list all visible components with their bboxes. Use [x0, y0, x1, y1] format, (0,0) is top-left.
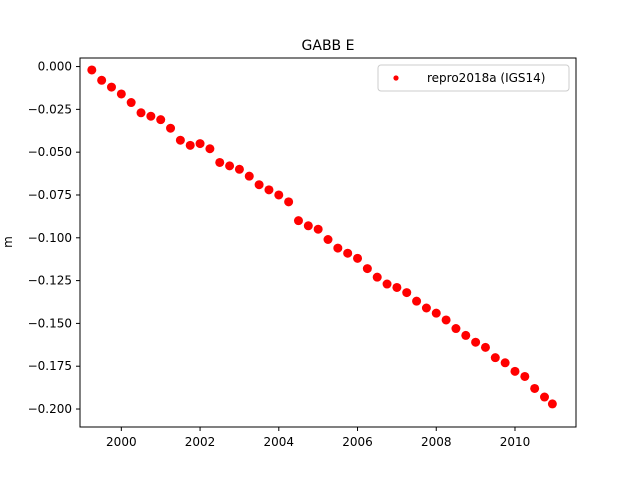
- data-point: [402, 288, 412, 298]
- data-point: [480, 342, 490, 352]
- y-tick-label: −0.025: [28, 102, 72, 116]
- data-point: [274, 190, 284, 200]
- legend: repro2018a (IGS14): [377, 64, 570, 92]
- data-point: [136, 108, 146, 118]
- y-tick-label: −0.050: [28, 145, 72, 159]
- data-point: [441, 315, 451, 325]
- data-point: [530, 383, 540, 393]
- x-axis-ticks: 2000 2002 2004 2006 2008 2010: [106, 427, 530, 449]
- data-point: [106, 82, 116, 92]
- data-point: [166, 123, 176, 133]
- data-point: [461, 330, 471, 340]
- y-tick-label: −0.175: [28, 359, 72, 373]
- data-point: [185, 140, 195, 150]
- data-point: [392, 282, 402, 292]
- plot-frame: [79, 57, 577, 428]
- data-point: [451, 324, 461, 334]
- data-point: [234, 164, 244, 174]
- data-layer: [87, 65, 557, 409]
- legend-box: [377, 64, 570, 92]
- chart-title: GABB E: [302, 38, 355, 54]
- y-axis-label: m: [1, 236, 15, 248]
- x-tick-label: 2000: [106, 435, 137, 449]
- data-point: [471, 337, 481, 347]
- data-point: [195, 139, 205, 149]
- data-point: [146, 111, 156, 121]
- data-point: [97, 75, 107, 85]
- data-point: [382, 279, 392, 289]
- data-point: [333, 243, 343, 253]
- data-point: [421, 303, 431, 313]
- data-point: [372, 272, 382, 282]
- data-point: [547, 399, 557, 409]
- data-point: [215, 157, 225, 167]
- data-point: [225, 161, 235, 171]
- data-point: [412, 296, 422, 306]
- data-point: [205, 144, 215, 154]
- data-point: [156, 115, 166, 125]
- data-point: [116, 89, 126, 99]
- data-point: [254, 180, 264, 190]
- data-point: [87, 65, 97, 75]
- data-point: [323, 235, 333, 245]
- y-tick-label: −0.075: [28, 188, 72, 202]
- data-point: [284, 197, 294, 207]
- legend-label: repro2018a (IGS14): [427, 71, 545, 85]
- y-tick-label: −0.125: [28, 274, 72, 288]
- y-axis-ticks: 0.000 −0.025 −0.050 −0.075 −0.100 −0.125 −0.15…: [28, 60, 80, 416]
- data-point: [264, 185, 274, 195]
- data-point: [353, 253, 363, 263]
- data-point: [126, 98, 136, 108]
- data-point: [510, 366, 520, 376]
- y-tick-label: −0.200: [28, 402, 72, 416]
- data-point: [343, 248, 353, 258]
- data-point: [520, 371, 530, 381]
- data-point: [303, 221, 313, 231]
- data-point: [293, 216, 303, 226]
- data-point: [490, 353, 500, 363]
- data-point: [540, 392, 550, 402]
- y-tick-label: 0.000: [38, 60, 72, 74]
- x-tick-label: 2004: [264, 435, 295, 449]
- data-point: [313, 224, 323, 234]
- y-tick-label: −0.150: [28, 316, 72, 330]
- y-tick-label: −0.100: [28, 231, 72, 245]
- data-point: [362, 264, 372, 274]
- data-point: [175, 135, 185, 145]
- x-tick-label: 2002: [185, 435, 216, 449]
- data-point: [244, 171, 254, 181]
- data-point: [500, 358, 510, 368]
- legend-marker: [393, 75, 399, 81]
- x-tick-label: 2006: [342, 435, 373, 449]
- x-tick-label: 2008: [421, 435, 452, 449]
- data-point: [431, 308, 441, 318]
- x-tick-label: 2010: [500, 435, 531, 449]
